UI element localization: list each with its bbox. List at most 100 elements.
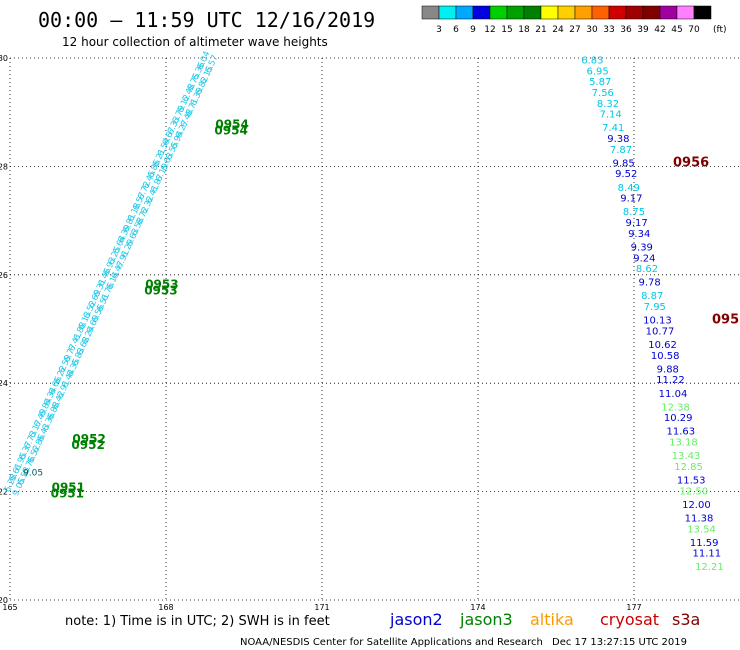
east-track-swh-label: 6.83 (581, 55, 603, 66)
colorbar-unit: (ft) (713, 25, 727, 35)
east-track-swh-label: 9.17 (620, 194, 642, 205)
colorbar-swatch (574, 5, 593, 20)
east-track-swh-label: 5.87 (589, 77, 611, 88)
east-track-swh-label: 10.58 (651, 351, 680, 362)
colorbar-tick-label: 36 (620, 25, 632, 35)
colorbar-tick-label: 6 (453, 25, 459, 35)
colorbar-swatch (540, 5, 559, 20)
colorbar-swatch (625, 5, 644, 20)
colorbar-swatch (608, 5, 627, 20)
y-tick-label: 30 (0, 54, 8, 63)
west-track-swh-label: 9.05 (23, 468, 43, 478)
y-tick-label: 22 (0, 488, 8, 497)
colorbar-swatch (659, 5, 678, 20)
east-track-swh-label: 9.52 (615, 169, 637, 180)
colorbar-tick-label: 15 (501, 25, 512, 35)
colorbar-tick-label: 12 (484, 25, 495, 35)
east-track-swh-label: 9.34 (628, 229, 650, 240)
east-track-swh-label: 12.38 (661, 402, 690, 413)
east-track-swh-label: 9.39 (631, 242, 653, 253)
east-track-swh-label: 12.85 (674, 462, 703, 473)
y-tick-label: 24 (0, 379, 8, 388)
subtitle: 12 hour collection of altimeter wave hei… (62, 35, 328, 49)
satellite-legend: jason2 jason3 altika cryosat s3a (389, 610, 700, 629)
east-track-swh-label: 9.88 (657, 364, 679, 375)
pass-time-label: 0952 (71, 438, 104, 452)
x-tick-label: 177 (626, 603, 641, 612)
colorbar-tick-label: 45 (671, 25, 682, 35)
colorbar-swatch (506, 5, 525, 20)
colorbar-tick-label: 30 (586, 25, 598, 35)
x-tick-label: 168 (158, 603, 173, 612)
east-track-swh-label: 11.04 (659, 389, 688, 400)
pass-time-label: 0953 (144, 283, 177, 297)
colorbar-swatch (455, 5, 474, 20)
pass-time-label: 0955 (712, 313, 740, 328)
legend-item: jason2 (389, 610, 443, 629)
pass-time-label: 0954 (214, 123, 247, 137)
colorbar-tick-label: 21 (535, 25, 546, 35)
footer-credit: NOAA/NESDIS Center for Satellite Applica… (240, 637, 543, 648)
east-track-swh-label: 8.75 (623, 207, 645, 218)
east-track-swh-label: 11.53 (677, 475, 706, 486)
plot-area: 165 168 171 174 1772022242628309.056.536.766… (0, 50, 740, 612)
x-tick-label: 171 (314, 603, 329, 612)
east-track-swh-label: 10.29 (664, 413, 693, 424)
colorbar-swatch (642, 5, 661, 20)
pass-time-label: 0951 (51, 487, 84, 501)
legend-item: jason3 (459, 610, 513, 629)
y-tick-label: 26 (0, 271, 8, 280)
colorbar-tick-label: 70 (688, 25, 700, 35)
colorbar-tick-label: 39 (637, 25, 649, 35)
legend-item: cryosat (600, 610, 659, 629)
east-track-swh-label: 12.50 (679, 486, 708, 497)
colorbar-tick-label: 24 (552, 25, 564, 35)
east-track-swh-label: 12.00 (682, 500, 711, 511)
east-track-swh-label: 9.38 (607, 134, 629, 145)
footer-note: note: 1) Time is in UTC; 2) SWH is in fe… (65, 614, 330, 629)
east-track-swh-label: 7.95 (644, 302, 666, 313)
colorbar-swatch (472, 5, 491, 20)
colorbar-swatch (421, 5, 440, 20)
colorbar-tick-label: 27 (569, 25, 580, 35)
east-track-swh-label: 11.22 (656, 375, 685, 386)
east-track-swh-label: 7.87 (610, 145, 632, 156)
colorbar-tick-label: 18 (518, 25, 530, 35)
east-track-swh-label: 9.24 (633, 253, 655, 264)
east-track-swh-label: 10.77 (646, 326, 675, 337)
y-tick-label: 20 (0, 596, 8, 605)
colorbar-swatch (591, 5, 610, 20)
colorbar-tick-label: 33 (603, 25, 614, 35)
east-track-swh-label: 8.87 (641, 291, 663, 302)
colorbar-tick-label: 42 (654, 25, 665, 35)
east-track-swh-label: 7.41 (602, 123, 624, 134)
legend-item: altika (530, 610, 574, 629)
x-tick-label: 174 (470, 603, 485, 612)
east-track-swh-label: 11.59 (690, 538, 719, 549)
colorbar-swatch (557, 5, 576, 20)
colorbar-swatch (693, 5, 712, 20)
colorbar: (ft) 3 6 9 12 15 18 21 24 27 30 33 36 39 42 45 70 (421, 5, 727, 35)
east-track-swh-label: 11.11 (692, 549, 721, 560)
east-track-swh-label: 7.56 (592, 88, 614, 99)
pass-time-label: 0951 (52, 481, 85, 495)
east-track-swh-label: 9.78 (638, 278, 660, 289)
pass-time-label: 0952 (72, 432, 105, 446)
east-track-swh-label: 11.63 (666, 427, 695, 438)
east-track-swh-label: 10.13 (643, 316, 672, 327)
east-track-swh-label: 8.62 (636, 264, 658, 275)
east-track-swh-label: 13.43 (672, 451, 701, 462)
colorbar-tick-label: 3 (436, 25, 442, 35)
colorbar-swatch (676, 5, 695, 20)
time-range-title: 00:00 – 11:59 UTC 12/16/2019 (38, 8, 375, 32)
east-track-swh-label: 7.14 (599, 110, 621, 121)
x-tick-label: 165 (2, 603, 17, 612)
east-track-swh-label: 9.85 (612, 158, 634, 169)
y-tick-label: 28 (0, 162, 8, 171)
east-track-swh-label: 9.17 (625, 218, 647, 229)
east-track-swh-label: 11.38 (685, 513, 714, 524)
east-track-swh-label: 8.32 (597, 99, 619, 110)
east-track-swh-label: 6.95 (586, 66, 608, 77)
pass-time-label: 0956 (673, 155, 709, 170)
